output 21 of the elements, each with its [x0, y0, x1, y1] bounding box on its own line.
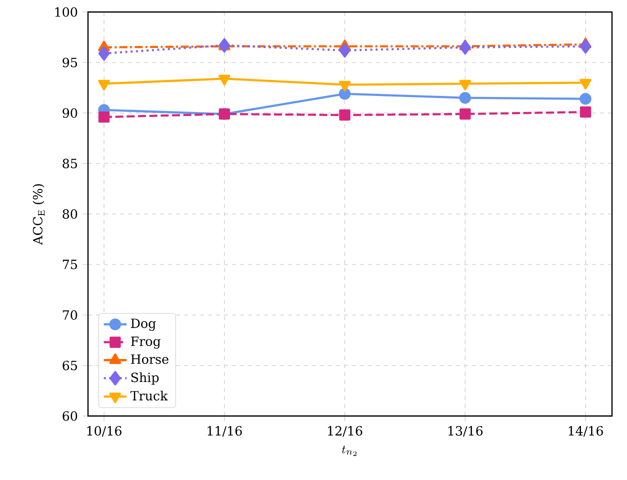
y-tick-label: 70	[62, 310, 78, 320]
legend-label: Frog	[131, 336, 161, 349]
x-tick-label: 12/16	[328, 426, 362, 437]
y-tick-label: 65	[62, 360, 77, 370]
x-tick-label: 13/16	[448, 426, 483, 437]
y-tick-label: 95	[62, 58, 77, 68]
x-axis-title: $t_{n_2}$	[342, 446, 357, 456]
x-tick-label: 14/16	[568, 426, 603, 437]
y-tick-label: 75	[62, 260, 77, 270]
y-tick-label: 80	[62, 209, 78, 219]
legend-label: Ship	[131, 372, 159, 385]
legend-label: Dog	[131, 318, 156, 331]
x-tick-label: 10/16	[87, 426, 122, 437]
y-tick-label: 85	[62, 158, 77, 168]
legend-label: Horse	[131, 354, 168, 364]
y-tick-label: 100	[55, 7, 78, 17]
y-tick-label: 90	[62, 108, 78, 118]
y-axis-title: ACC$_{E}$ (%)	[32, 184, 45, 245]
x-tick-label: 11/16	[208, 426, 242, 437]
legend-label: Truck	[130, 390, 168, 401]
y-tick-label: 60	[62, 411, 78, 421]
